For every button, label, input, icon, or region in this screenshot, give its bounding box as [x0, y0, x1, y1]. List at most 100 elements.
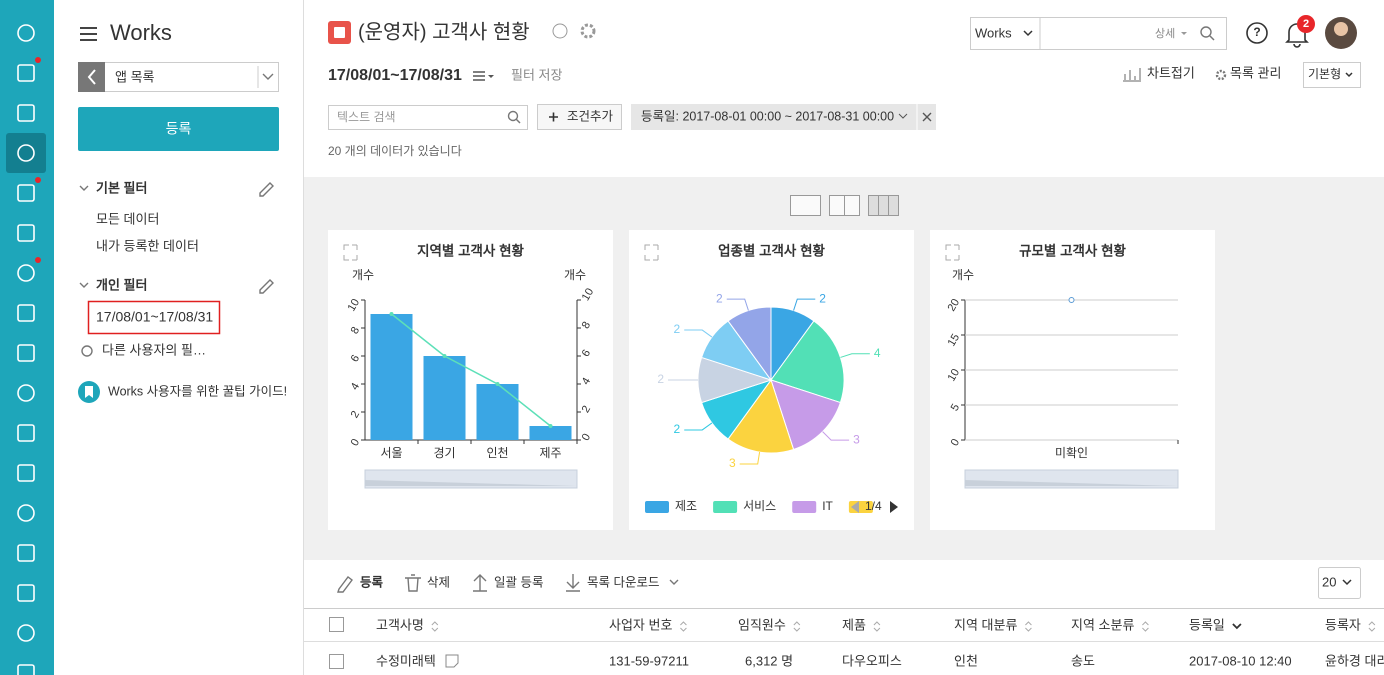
search-scope[interactable]: Works	[975, 25, 1012, 40]
column-header[interactable]: 등록일	[1189, 617, 1225, 632]
register-label: 등록	[166, 121, 192, 137]
legend-label[interactable]: 서비스	[743, 499, 776, 513]
x-tick-label: 서울	[380, 446, 402, 460]
legend-prev[interactable]	[851, 501, 859, 513]
remove-condition[interactable]	[922, 112, 932, 122]
list-manage[interactable]: 목록 관리	[1230, 65, 1281, 80]
app-icon[interactable]	[17, 104, 35, 122]
edit-icon[interactable]	[259, 182, 274, 197]
column-header[interactable]: 임직원수	[738, 617, 786, 632]
filter-item[interactable]: 17/08/01~17/08/31	[96, 309, 213, 325]
column-header[interactable]: 지역 소분류	[1071, 617, 1134, 632]
x-tick-label: 제주	[539, 446, 561, 460]
info-icon[interactable]	[552, 23, 568, 39]
page-size-select[interactable]	[1318, 567, 1361, 599]
legend-swatch[interactable]	[792, 501, 817, 513]
condition[interactable]: 등록일: 2017-08-01 00:00 ~ 2017-08-31 00:00	[641, 109, 894, 123]
bar	[476, 384, 519, 440]
toolbar-button[interactable]: 등록	[360, 574, 384, 589]
sort-icon	[680, 621, 687, 632]
back-icon	[87, 69, 96, 85]
edit-icon[interactable]	[259, 279, 274, 294]
app-icon[interactable]	[17, 224, 35, 242]
app-icon[interactable]	[17, 384, 35, 402]
app-icon[interactable]	[17, 584, 35, 602]
layout-one[interactable]	[790, 195, 821, 216]
register-button[interactable]	[78, 107, 279, 151]
app-icon[interactable]	[17, 424, 35, 442]
app-icon[interactable]	[17, 544, 35, 562]
app-icon[interactable]	[17, 664, 35, 675]
legend-swatch[interactable]	[645, 501, 669, 513]
pie-slice	[770, 320, 845, 404]
collapse-icon[interactable]	[79, 282, 89, 288]
filter-item[interactable]: 모든 데이터	[96, 211, 159, 226]
table-cell[interactable]: 수정미래텍	[376, 653, 436, 668]
app-icon[interactable]	[17, 464, 35, 482]
legend-swatch[interactable]	[848, 501, 873, 513]
search-detail[interactable]: 상세	[1155, 27, 1175, 40]
legend-swatch[interactable]	[713, 501, 738, 513]
column-header[interactable]: 지역 대분류	[954, 617, 1017, 632]
expand-icon[interactable]	[945, 244, 960, 261]
toolbar-button[interactable]: 삭제	[427, 575, 450, 589]
collapse-icon[interactable]	[79, 185, 89, 191]
app-icon[interactable]	[17, 184, 35, 202]
expand-icon[interactable]	[644, 244, 659, 261]
bar	[529, 426, 572, 440]
toolbar-button[interactable]: 일괄 등록	[494, 575, 543, 589]
app-icon[interactable]	[17, 144, 35, 162]
layout-three[interactable]	[868, 195, 899, 216]
active-app[interactable]	[6, 133, 46, 173]
text-search[interactable]	[328, 105, 528, 130]
select-all[interactable]	[329, 617, 344, 632]
save-filter[interactable]: 필터 저장	[511, 67, 562, 82]
list-icon[interactable]	[473, 71, 485, 81]
back-button[interactable]	[78, 62, 105, 92]
plus-icon	[549, 112, 558, 122]
app-select[interactable]	[78, 62, 279, 92]
page-title: (운영자) 고객사 현황	[358, 20, 530, 43]
other-filters[interactable]: 다른 사용자의 필…	[102, 342, 206, 357]
row-checkbox[interactable]	[329, 654, 344, 669]
fold-chart[interactable]: 차트접기	[1147, 65, 1195, 80]
chart-title: 규모별 고객사 현황	[1019, 243, 1126, 259]
search-icon	[507, 110, 519, 122]
app-icon-inner	[334, 27, 345, 38]
legend-label[interactable]: 제조	[675, 499, 697, 513]
line-point	[442, 354, 447, 358]
expand-icon[interactable]	[343, 244, 358, 261]
toolbar-button[interactable]: 목록 다운로드	[587, 575, 659, 589]
line-point	[389, 312, 394, 316]
column-header[interactable]: 등록자	[1325, 617, 1361, 632]
menu-icon[interactable]	[80, 27, 97, 41]
gear-icon	[1215, 69, 1227, 81]
legend-next[interactable]	[890, 501, 898, 513]
app-icon[interactable]	[17, 24, 35, 42]
filter-item[interactable]: 내가 등록한 데이터	[96, 238, 199, 253]
legend-page: 1/4	[865, 499, 882, 513]
settings-icon[interactable]	[580, 23, 596, 39]
y-tick-label: 0	[349, 437, 362, 448]
app-icon[interactable]	[17, 504, 35, 522]
y-axis-label: 개수	[952, 268, 974, 282]
add-condition: 조건추가	[567, 109, 614, 123]
help-icon[interactable]	[1246, 22, 1268, 44]
y-tick-label: 8	[349, 325, 362, 336]
app-icon[interactable]	[17, 64, 35, 82]
app-icon[interactable]	[17, 344, 35, 362]
app-icon[interactable]	[17, 304, 35, 322]
column-header[interactable]: 제품	[842, 617, 866, 632]
column-header[interactable]: 사업자 번호	[609, 617, 672, 632]
column-header[interactable]: 고객사명	[376, 617, 424, 632]
guide-link[interactable]: Works 사용자를 위한 꿀팁 가이드!	[108, 384, 287, 398]
app-icon[interactable]	[17, 624, 35, 642]
badge	[1297, 15, 1315, 33]
legend-label[interactable]: IT	[822, 499, 833, 513]
app-icon[interactable]	[17, 264, 35, 282]
value-label: 2	[716, 291, 723, 305]
search-icon[interactable]	[1200, 26, 1212, 38]
condition-chip	[631, 104, 936, 130]
